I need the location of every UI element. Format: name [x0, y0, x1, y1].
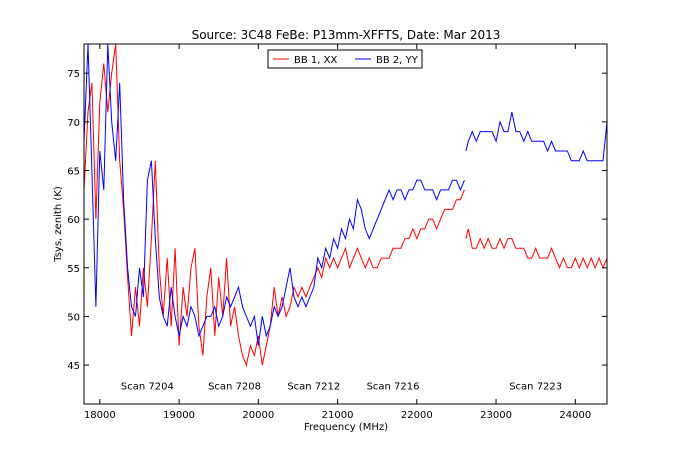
- series-line-2-segment-2: [465, 111, 607, 162]
- x-tick-label: 19000: [163, 410, 195, 421]
- x-tick-label: 21000: [322, 410, 354, 421]
- legend: BB 1, XX BB 2, YY: [267, 49, 423, 69]
- x-axis-label: Frequency (MHz): [304, 422, 388, 433]
- x-tick-label: 23000: [480, 410, 512, 421]
- y-tick-label: 70: [67, 118, 80, 129]
- legend-entry: BB 2, YY: [376, 55, 419, 66]
- x-tick-label: 18000: [84, 410, 116, 421]
- y-tick-label: 75: [67, 69, 80, 80]
- series-line-2-segment-1: [84, 44, 465, 346]
- legend-entry: BB 1, XX: [294, 55, 337, 66]
- legend-box: [267, 49, 423, 69]
- scan-annotation: Scan 7212: [287, 381, 340, 392]
- y-tick-label: 65: [67, 166, 80, 177]
- series-line-1-segment-1: [84, 44, 465, 367]
- series-line-1-segment-2: [465, 228, 607, 270]
- y-tick-label: 50: [67, 312, 80, 323]
- plot-frame: [83, 43, 608, 405]
- x-tick-label: 20000: [242, 410, 274, 421]
- chart-title: Source: 3C48 FeBe: P13mm-XFFTS, Date: Ma…: [192, 28, 501, 42]
- plot-area: 18000 19000 20000 21000 22000 23000 24000 45 50 5…: [67, 43, 608, 421]
- x-tick-label: 24000: [559, 410, 591, 421]
- scan-annotation: Scan 7216: [367, 381, 420, 392]
- scan-annotation: Scan 7204: [121, 381, 174, 392]
- x-tick-label: 22000: [401, 410, 433, 421]
- y-tick-label: 45: [67, 361, 80, 372]
- scan-annotation: Scan 7208: [208, 381, 261, 392]
- y-tick-label: 60: [67, 215, 80, 226]
- scan-annotation: Scan 7223: [509, 381, 562, 392]
- y-tick-label: 55: [67, 264, 80, 275]
- y-axis-label: Tsys, zenith (K): [53, 186, 64, 263]
